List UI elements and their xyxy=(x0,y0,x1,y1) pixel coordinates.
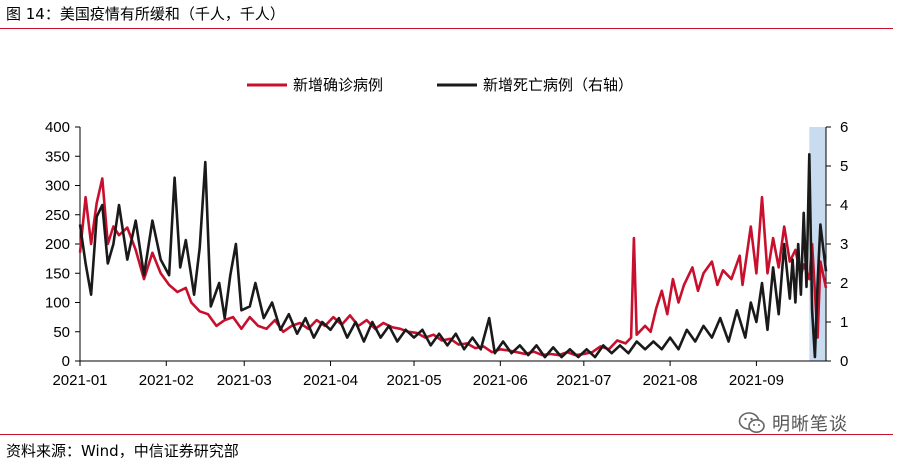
source-divider xyxy=(0,434,893,435)
x-tick-label: 2021-01 xyxy=(52,372,107,389)
x-tick-label: 2021-06 xyxy=(473,372,528,389)
x-tick-label: 2021-03 xyxy=(217,372,272,389)
highlight-band xyxy=(809,127,826,361)
x-tick-label: 2021-08 xyxy=(643,372,698,389)
right-tick-label: 5 xyxy=(840,158,848,175)
right-tick-label: 4 xyxy=(840,197,848,214)
legend-label: 新增死亡病例（右轴） xyxy=(483,76,633,94)
title-divider xyxy=(0,28,893,29)
series-line-new-deaths xyxy=(78,153,828,359)
left-tick-label: 50 xyxy=(53,324,70,341)
watermark: 明晰笔谈 xyxy=(738,410,848,436)
right-tick-label: 1 xyxy=(840,314,848,331)
series-line-new-cases xyxy=(78,177,828,357)
watermark-label: 明晰笔谈 xyxy=(772,414,848,435)
source-note: 资料来源：Wind，中信证券研究部 xyxy=(6,442,239,460)
left-tick-label: 250 xyxy=(45,207,70,224)
left-tick-label: 400 xyxy=(45,119,70,136)
left-tick-label: 150 xyxy=(45,265,70,282)
left-tick-label: 350 xyxy=(45,148,70,165)
right-tick-label: 3 xyxy=(840,236,848,253)
right-tick-label: 6 xyxy=(840,119,848,136)
x-tick-label: 2021-02 xyxy=(139,372,194,389)
right-tick-label: 0 xyxy=(840,353,848,370)
left-tick-label: 0 xyxy=(62,353,70,370)
left-tick-label: 100 xyxy=(45,295,70,312)
left-tick-label: 300 xyxy=(45,178,70,195)
wechat-icon xyxy=(738,412,765,433)
legend-label: 新增确诊病例 xyxy=(293,76,383,94)
chart-title: 图 14：美国疫情有所缓和（千人，千人） xyxy=(6,5,285,23)
x-tick-label: 2021-05 xyxy=(386,372,441,389)
x-tick-label: 2021-07 xyxy=(556,372,611,389)
right-tick-label: 2 xyxy=(840,275,848,292)
x-tick-label: 2021-09 xyxy=(729,372,784,389)
left-tick-label: 200 xyxy=(45,236,70,253)
x-tick-label: 2021-04 xyxy=(303,372,358,389)
